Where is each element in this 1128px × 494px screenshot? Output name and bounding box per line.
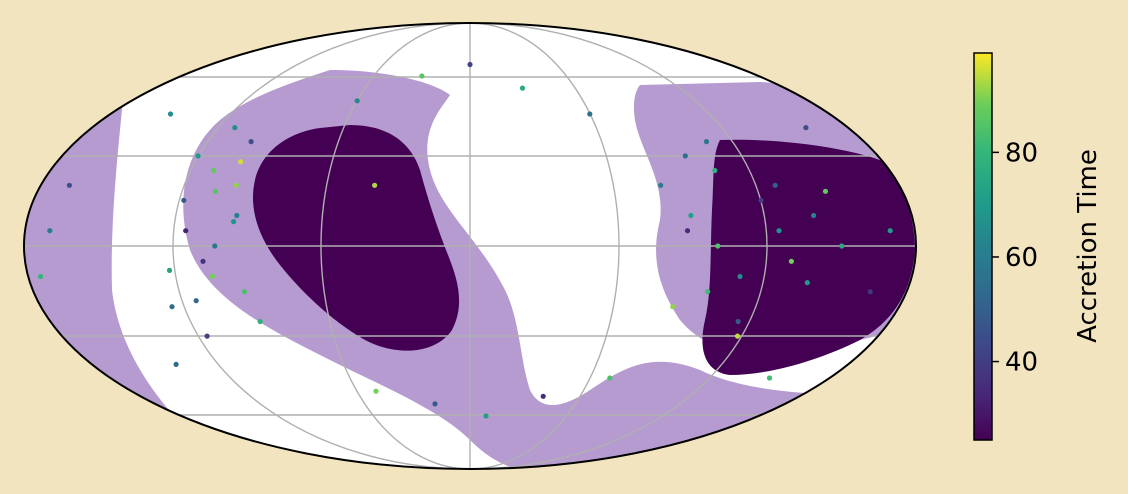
scatter-point xyxy=(37,273,44,280)
colorbar-ticks: 40 60 80 xyxy=(992,138,1038,378)
scatter-point xyxy=(658,182,664,188)
scatter-point xyxy=(241,289,247,295)
scatter-point xyxy=(735,318,741,325)
scatter-point xyxy=(166,267,173,273)
map-panel xyxy=(23,22,917,470)
colorbar-gradient xyxy=(974,53,992,440)
scatter-point xyxy=(540,393,546,399)
scatter-point xyxy=(354,98,360,104)
scatter-point xyxy=(432,401,438,407)
scatter-point xyxy=(257,318,263,325)
scatter-point xyxy=(867,289,873,295)
scatter-point xyxy=(737,273,743,280)
scatter-point xyxy=(682,153,688,159)
scatter-point xyxy=(209,273,215,280)
scatter-point xyxy=(467,61,473,68)
scatter-point xyxy=(232,125,238,131)
colorbar-tick-label: 60 xyxy=(1005,243,1038,273)
scatter-point xyxy=(688,212,694,219)
scatter-point xyxy=(811,212,817,219)
scatter-point xyxy=(734,333,741,339)
colorbar-tick-label: 80 xyxy=(1005,138,1038,168)
colorbar: 40 60 80 Accretion Time xyxy=(973,52,1103,441)
scatter-point xyxy=(887,228,893,234)
scatter-point xyxy=(167,111,174,117)
scatter-point xyxy=(766,375,773,381)
scatter-point xyxy=(173,361,179,367)
scatter-point xyxy=(200,258,206,264)
scatter-point xyxy=(839,243,845,249)
scatter-point xyxy=(712,167,718,174)
scatter-point xyxy=(47,228,53,234)
scatter-point xyxy=(822,188,829,194)
scatter-point xyxy=(233,182,239,188)
scatter-point xyxy=(183,228,189,234)
scatter-point xyxy=(804,280,810,286)
scatter-point xyxy=(231,219,237,225)
scatter-point xyxy=(419,73,425,79)
inner-region-center xyxy=(252,125,460,351)
scatter-point xyxy=(587,111,593,117)
scatter-point xyxy=(519,85,526,91)
grid-meridian-120 xyxy=(172,23,768,469)
colorbar-tick-label: 40 xyxy=(1005,348,1038,378)
scatter-point xyxy=(212,188,218,194)
scatter-point xyxy=(776,228,782,234)
scatter-point xyxy=(373,388,379,394)
scatter-point xyxy=(758,197,764,203)
scatter-point xyxy=(66,182,72,188)
scatter-point xyxy=(772,182,778,188)
scatter-point xyxy=(238,159,244,165)
scatter-point xyxy=(703,139,710,145)
scatter-point xyxy=(210,167,217,174)
scatter-point xyxy=(372,182,378,188)
scatter-point xyxy=(195,153,201,159)
grid-meridian-60 xyxy=(320,23,620,469)
scatter-point xyxy=(705,289,711,295)
scatter-point xyxy=(715,243,721,249)
scatter-point xyxy=(483,413,489,419)
scatter-point xyxy=(193,298,199,304)
scatter-point xyxy=(684,228,691,234)
scatter-points xyxy=(37,61,893,419)
scatter-point xyxy=(248,139,254,145)
scatter-point xyxy=(212,243,218,249)
scatter-point xyxy=(204,333,210,339)
inner-region-right xyxy=(702,139,915,375)
scatter-point xyxy=(607,375,613,381)
scatter-point xyxy=(803,125,809,131)
scatter-point xyxy=(181,197,187,203)
colorbar-frame xyxy=(973,52,993,441)
scatter-point xyxy=(234,212,240,219)
scatter-point xyxy=(788,258,795,264)
scatter-point xyxy=(670,304,676,310)
scatter-point xyxy=(169,304,175,310)
map-outline xyxy=(23,22,917,470)
colorbar-label: Accretion Time xyxy=(1073,149,1103,343)
